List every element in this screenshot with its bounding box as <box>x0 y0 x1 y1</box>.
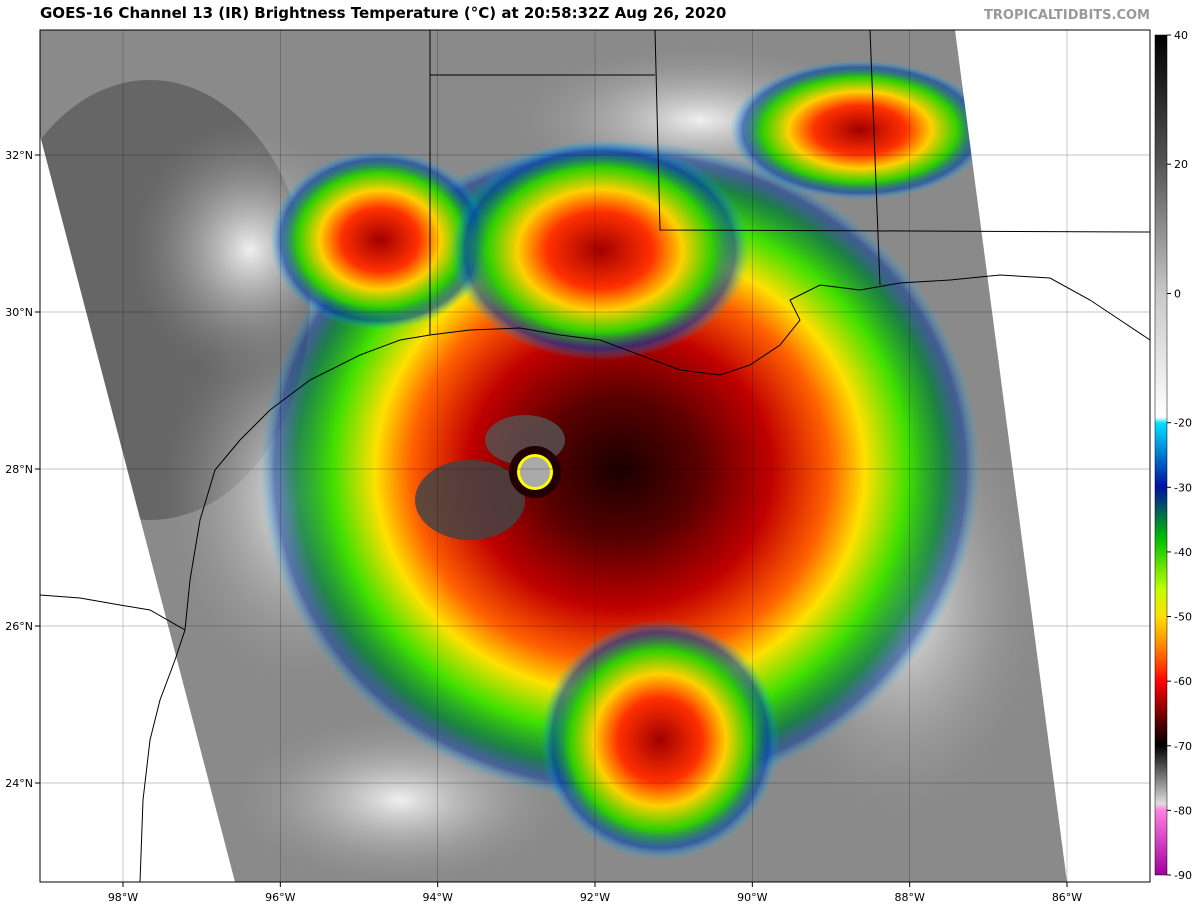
colorbar-tick-label: -90 <box>1174 869 1192 882</box>
graticule <box>35 30 1150 887</box>
lat-tick-label: 26°N <box>5 620 33 633</box>
satellite-imagery <box>40 30 1067 882</box>
colorbar-tick-label: 20 <box>1174 158 1188 171</box>
colorbar-tick-label: -20 <box>1174 417 1192 430</box>
colorbar-tick-label: 0 <box>1174 287 1181 300</box>
colorbar-tick-label: 40 <box>1174 29 1188 42</box>
colorbar-tick-label: -40 <box>1174 546 1192 559</box>
lon-tick-label: 88°W <box>894 891 924 904</box>
colorbar-tick-label: -60 <box>1174 675 1192 688</box>
lon-tick-label: 94°W <box>422 891 452 904</box>
colorbar-tick-label: -70 <box>1174 740 1192 753</box>
colorbar-ticks: 40 20 0 -20 -30 -40 -50 -60 -70 -80 -90 <box>1167 29 1192 882</box>
colorbar-tick-label: -30 <box>1174 481 1192 494</box>
map-frame <box>39 29 1151 883</box>
lon-tick-label: 96°W <box>265 891 295 904</box>
lat-tick-label: 32°N <box>5 149 33 162</box>
watermark: TROPICALTIDBITS.COM <box>984 8 1150 23</box>
lon-tick-label: 86°W <box>1052 891 1082 904</box>
colorbar-tick-label: -80 <box>1174 804 1192 817</box>
coastlines <box>39 29 1151 883</box>
lon-tick-label: 90°W <box>737 891 767 904</box>
lon-tick-label: 92°W <box>580 891 610 904</box>
lon-tick-label: 98°W <box>108 891 138 904</box>
lat-tick-label: 24°N <box>5 777 33 790</box>
lat-tick-label: 30°N <box>5 306 33 319</box>
title: GOES-16 Channel 13 (IR) Brightness Tempe… <box>40 4 726 22</box>
lat-tick-label: 28°N <box>5 463 33 476</box>
colorbar <box>1154 34 1168 876</box>
colorbar-tick-label: -50 <box>1174 611 1192 624</box>
